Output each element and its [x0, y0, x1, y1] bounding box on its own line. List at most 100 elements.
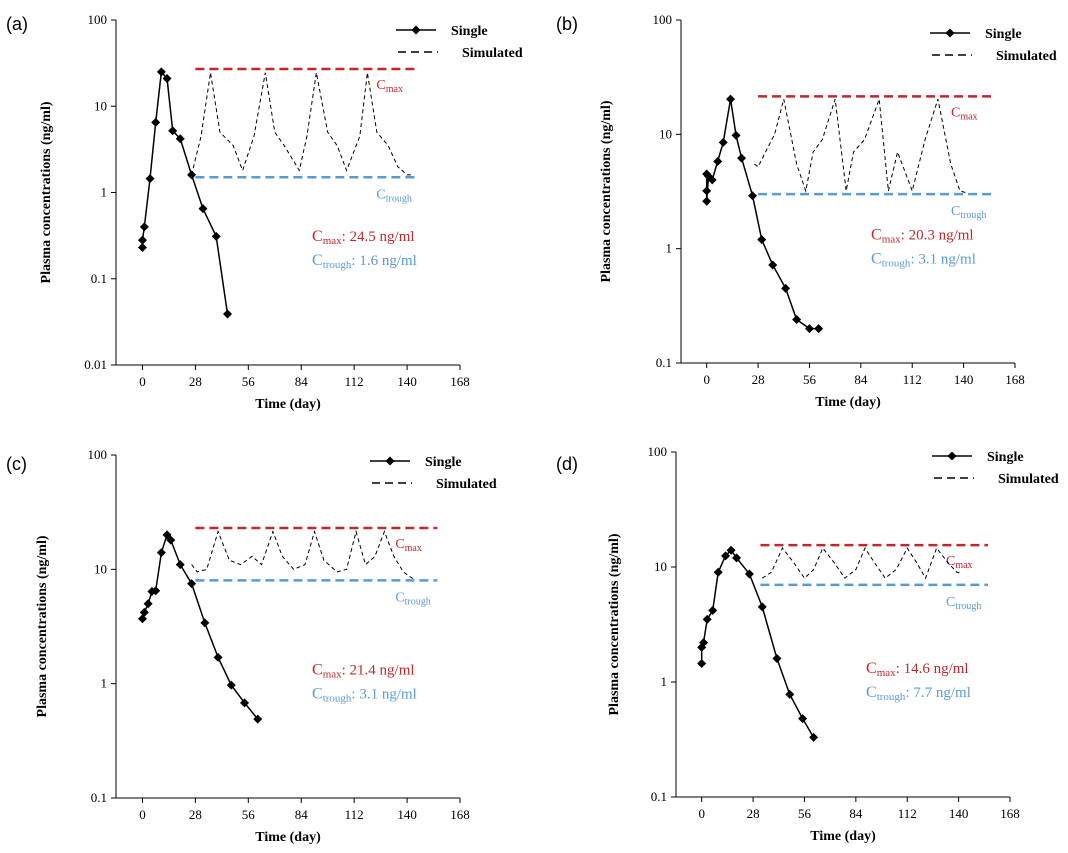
legend-single-marker [947, 451, 957, 461]
ctrough-label: Ctrough [376, 187, 411, 204]
cmax-label: Cmax [946, 554, 973, 571]
x-axis-title: Time (day) [255, 830, 321, 845]
simulated-series-line [761, 547, 963, 580]
x-tick-label: 28 [189, 374, 202, 389]
x-tick-label: 28 [189, 807, 202, 822]
y-tick-label: 1 [661, 674, 668, 689]
x-tick-label: 168 [450, 807, 470, 822]
single-data-point [748, 191, 758, 201]
single-data-point [768, 260, 778, 270]
chart-panel-b: (b) 0.1 1 10 100 0 28 56 84 112 140 168 Time (day) Pl… [556, 12, 1057, 410]
single-data-point [240, 698, 250, 708]
cmax-stat-value: : 20.3 ng/ml [901, 228, 974, 244]
x-tick-label: 84 [295, 374, 309, 389]
panel-label: (b) [556, 14, 578, 34]
cmax-label-main: C [395, 537, 404, 552]
y-axis-title: Plasma concentrations (ng/ml) [35, 535, 50, 717]
x-tick-label: 84 [854, 372, 868, 387]
ctrough-label-sub: trough [960, 210, 986, 221]
x-tick-label: 56 [242, 807, 256, 822]
single-series-line [141, 70, 229, 315]
legend-single-label: Single [425, 455, 462, 470]
y-tick-label: 10 [94, 561, 107, 576]
ctrough-stat-main: C [871, 251, 882, 268]
ctrough-stat-sub: trough [882, 258, 911, 270]
cmax-label-sub: max [405, 543, 422, 554]
legend-simulated-label: Simulated [998, 472, 1059, 487]
cmax-stat: Cmax: 14.6 ng/ml [866, 660, 969, 679]
simulated-series-line [191, 529, 414, 579]
single-data-point [804, 324, 814, 334]
y-tick-label: 0.1 [91, 271, 107, 286]
single-data-point [702, 186, 712, 196]
single-data-point [187, 579, 197, 589]
ctrough-stat-value: : 3.1 ng/ml [351, 687, 416, 703]
x-tick-label: 112 [898, 806, 917, 821]
single-data-point [162, 73, 172, 83]
y-tick-label: 0.1 [651, 789, 667, 804]
x-tick-label: 140 [397, 807, 417, 822]
ctrough-label-sub: trough [405, 596, 431, 607]
cmax-stat-sub: max [882, 234, 901, 246]
x-tick-label: 56 [798, 806, 812, 821]
cmax-label: Cmax [951, 105, 978, 122]
simulated-series-line [191, 72, 411, 176]
ctrough-label: Ctrough [951, 204, 986, 221]
y-tick-label: 100 [653, 12, 673, 27]
cmax-stat-value: : 14.6 ng/ml [896, 661, 969, 677]
x-tick-label: 28 [752, 372, 765, 387]
cmax-label: Cmax [395, 537, 422, 554]
single-data-point [726, 545, 736, 555]
panel-label: (a) [6, 14, 28, 34]
x-tick-label: 112 [345, 807, 364, 822]
single-data-point [721, 551, 731, 561]
single-data-point [151, 586, 161, 596]
single-data-point [226, 680, 236, 690]
cmax-stat-value: : 24.5 ng/ml [342, 229, 415, 245]
single-data-point [757, 235, 767, 245]
cmax-label-sub: max [386, 84, 403, 95]
single-data-point [253, 714, 263, 724]
ctrough-stat-value: : 3.1 ng/ml [910, 252, 975, 268]
single-data-point [731, 130, 741, 140]
ctrough-label-main: C [395, 590, 404, 605]
y-tick-label: 1 [101, 185, 108, 200]
single-data-point [156, 67, 166, 77]
single-data-point [162, 530, 172, 540]
single-data-point [213, 652, 223, 662]
single-data-point [707, 175, 717, 185]
single-data-point [198, 204, 208, 214]
panel-label: (d) [556, 454, 578, 474]
cmax-stat: Cmax: 20.3 ng/ml [871, 227, 974, 246]
legend-simulated-label: Simulated [462, 46, 523, 61]
y-axis-title: Plasma concentrations (ng/ml) [39, 101, 54, 283]
chart-panel-c: (c) 0.1 1 10 100 0 28 56 84 112 140 168 Time (day) Pl… [6, 447, 497, 845]
y-tick-label: 0.1 [656, 355, 672, 370]
x-tick-label: 168 [1000, 806, 1020, 821]
single-data-point [814, 324, 824, 334]
single-data-point [699, 638, 709, 648]
x-tick-label: 140 [949, 806, 969, 821]
single-data-point [151, 117, 161, 127]
legend-simulated-label: Simulated [996, 49, 1057, 64]
y-tick-label: 0.1 [91, 790, 107, 805]
x-tick-label: 140 [397, 374, 417, 389]
single-data-point [187, 170, 197, 180]
x-tick-label: 168 [450, 374, 470, 389]
x-tick-label: 112 [903, 372, 922, 387]
x-axis-title: Time (day) [810, 829, 876, 844]
single-data-point [145, 174, 155, 184]
cmax-stat-sub: max [323, 669, 342, 681]
legend-single-marker [385, 456, 395, 466]
y-tick-label: 100 [88, 12, 108, 27]
ctrough-label-sub: trough [386, 193, 412, 204]
chart-panel-d: (d) 0.1 1 10 100 0 28 56 84 112 140 168 Time (day) Pl… [556, 444, 1059, 844]
cmax-stat-sub: max [323, 235, 342, 247]
single-data-point [168, 126, 178, 136]
cmax-stat-main: C [312, 662, 323, 679]
x-tick-label: 0 [698, 806, 705, 821]
single-data-point [757, 602, 767, 612]
x-tick-label: 0 [703, 372, 710, 387]
legend-simulated-label: Simulated [436, 477, 497, 492]
single-data-point [718, 137, 728, 147]
